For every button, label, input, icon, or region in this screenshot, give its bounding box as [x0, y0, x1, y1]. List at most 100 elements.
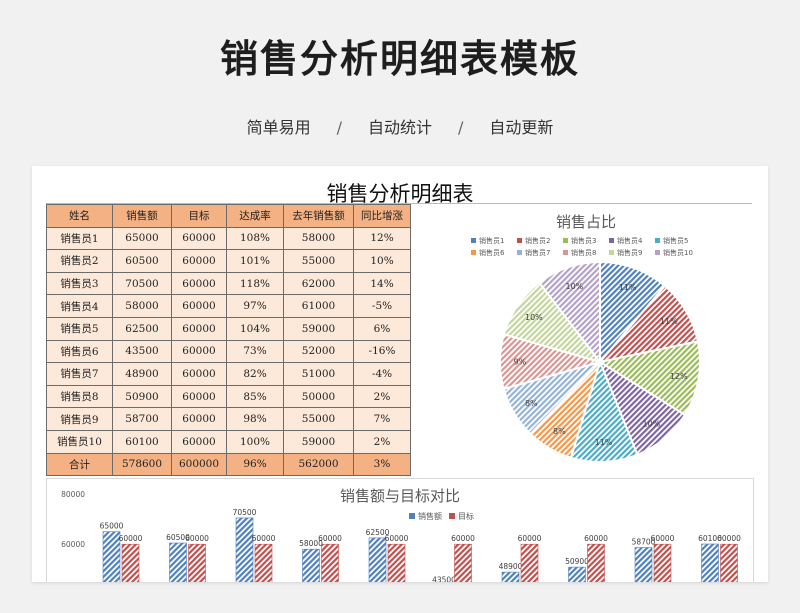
table-cell: 101%: [226, 249, 284, 273]
table-cell: 60000: [171, 362, 227, 386]
table-cell: 562000: [283, 452, 354, 477]
legend-label: 销售员4: [617, 236, 643, 245]
table-cell: 3%: [353, 452, 411, 477]
table-cell: 销售员1: [46, 226, 113, 251]
pie-data-label: 9%: [514, 358, 527, 367]
bar-data-label: 60000: [385, 534, 409, 543]
bar: [321, 543, 339, 582]
table-cell: -16%: [353, 339, 411, 364]
pie-data-label: 10%: [566, 282, 584, 291]
column-header: 姓名: [46, 204, 113, 228]
table-cell: 58000: [283, 226, 354, 251]
pie-data-label: 8%: [553, 427, 566, 436]
table-row: 销售员4 58000 60000 97% 61000 -5%: [46, 294, 411, 318]
feature-separator: /: [336, 118, 342, 137]
legend-swatch: [471, 238, 476, 243]
table-row: 销售员10 60100 60000 100% 59000 2%: [46, 429, 411, 454]
pie-slice: [537, 260, 601, 365]
table-cell: 96%: [226, 452, 284, 477]
page-title: 销售分析明细表模板: [219, 37, 580, 81]
bar: [169, 542, 187, 582]
table-cell: 62500: [112, 316, 172, 341]
bar: [235, 517, 254, 582]
table-cell: 48900: [112, 362, 172, 386]
bar-data-label: 58000: [299, 539, 323, 548]
legend-swatch: [563, 238, 568, 243]
bar-data-label: 60000: [185, 534, 209, 543]
column-header: 目标: [171, 204, 227, 228]
pie-title: 销售占比: [556, 213, 616, 231]
bar-data-label: 60000: [518, 534, 542, 543]
y-tick-label: 80000: [61, 490, 85, 499]
table-cell: 销售员8: [46, 384, 113, 409]
table-cell: 60500: [112, 249, 172, 273]
table-cell: 61000: [283, 294, 354, 318]
table-cell: 销售员10: [46, 429, 113, 454]
table-row: 销售员3 70500 60000 118% 62000 14%: [46, 271, 411, 296]
table-cell: 59000: [283, 316, 354, 341]
legend-label: 销售员10: [663, 248, 693, 257]
bar-data-label: 43500: [432, 576, 456, 582]
table-cell: 100%: [226, 429, 284, 454]
table-cell: 60000: [171, 271, 227, 296]
table-row: 销售员2 60500 60000 101% 55000 10%: [46, 249, 411, 273]
bar-data-label: 50900: [565, 557, 589, 566]
bar-data-label: 60000: [717, 534, 741, 543]
table-cell: 97%: [226, 294, 284, 318]
bar-data-label: 70500: [233, 508, 257, 517]
table-header-row: 姓名 销售额 目标 达成率 去年销售额 同比增涨: [46, 204, 411, 228]
legend-swatch: [471, 250, 476, 255]
table-cell: 2%: [353, 429, 411, 454]
bar-chart-container: 销售额与目标对比80000600004000065000600006050060…: [46, 478, 754, 582]
legend-swatch: [517, 238, 522, 243]
bar: [634, 547, 653, 582]
bar: [188, 543, 206, 582]
table-cell: 82%: [226, 362, 284, 386]
column-header: 同比增涨: [353, 204, 411, 228]
bar-data-label: 60000: [584, 534, 608, 543]
table-cell: 50000: [283, 384, 354, 409]
bar: [568, 566, 586, 582]
table-cell: 104%: [226, 316, 284, 341]
legend-swatch: [655, 238, 660, 243]
bar: [701, 543, 719, 582]
pie-data-label: 11%: [595, 438, 613, 447]
legend-swatch: [517, 250, 522, 255]
table-cell: 12%: [353, 226, 411, 251]
feature-separator: /: [458, 118, 464, 137]
table-cell: 60000: [171, 294, 227, 318]
table-cell: 59000: [283, 429, 354, 454]
legend-swatch: [409, 513, 415, 519]
spreadsheet-preview: 销售分析明细表 姓名 销售额 目标 达成率 去年销售额 同比增涨 销售员1 65000 600…: [32, 166, 768, 582]
table-cell: 2%: [353, 384, 411, 409]
pie-data-label: 10%: [525, 313, 543, 322]
table-cell: 55000: [283, 407, 354, 431]
bar: [102, 531, 121, 582]
bar: [121, 543, 140, 582]
bar: [587, 543, 605, 582]
y-tick-label: 60000: [61, 540, 85, 549]
feature-list: 简单易用 / 自动统计 / 自动更新: [0, 114, 800, 138]
bar-data-label: 48900: [499, 562, 523, 571]
table-cell: 14%: [353, 271, 411, 296]
column-header: 达成率: [226, 204, 284, 228]
legend-label: 销售员6: [479, 248, 505, 257]
table-cell: -4%: [353, 362, 411, 386]
table-cell: 60000: [171, 407, 227, 431]
table-cell: 销售员9: [46, 407, 113, 431]
legend-label: 销售员9: [617, 248, 642, 257]
bar-title: 销售额与目标对比: [340, 487, 460, 505]
column-header: 销售额: [112, 204, 172, 228]
pie-data-label: 11%: [619, 283, 637, 292]
pie-data-label: 12%: [670, 372, 688, 381]
table-cell: 销售员3: [46, 271, 113, 296]
legend-label: 销售员7: [525, 248, 550, 257]
table-row: 销售员7 48900 60000 82% 51000 -4%: [46, 362, 411, 386]
bar-data-label: 60000: [451, 534, 475, 543]
feature-item: 自动更新: [489, 118, 554, 137]
table-cell: 60000: [171, 339, 227, 364]
column-header: 去年销售额: [283, 204, 354, 228]
legend-label: 销售员2: [525, 236, 550, 245]
table-cell: 10%: [353, 249, 411, 273]
sales-table: 姓名 销售额 目标 达成率 去年销售额 同比增涨 销售员1 65000 60000 108% 58…: [46, 204, 411, 477]
